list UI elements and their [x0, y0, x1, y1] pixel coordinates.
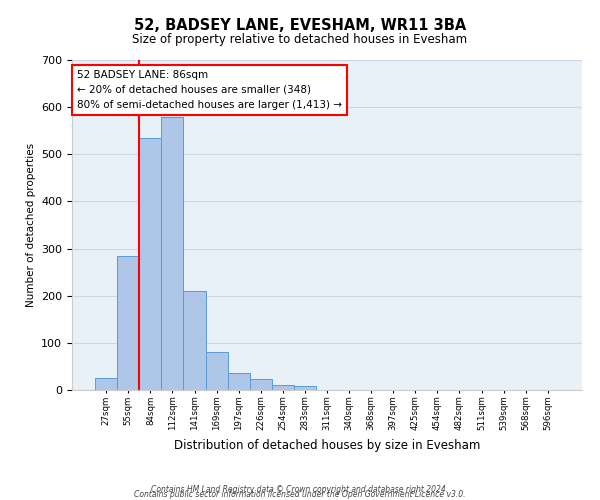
Bar	[139, 138, 161, 390]
Bar	[161, 116, 184, 390]
Bar	[272, 386, 294, 390]
Text: Contains public sector information licensed under the Open Government Licence v3: Contains public sector information licen…	[134, 490, 466, 499]
Text: 52, BADSEY LANE, EVESHAM, WR11 3BA: 52, BADSEY LANE, EVESHAM, WR11 3BA	[134, 18, 466, 32]
Bar	[227, 372, 250, 390]
Bar	[294, 386, 316, 390]
Text: Size of property relative to detached houses in Evesham: Size of property relative to detached ho…	[133, 32, 467, 46]
Bar	[117, 256, 139, 390]
Text: 52 BADSEY LANE: 86sqm
← 20% of detached houses are smaller (348)
80% of semi-det: 52 BADSEY LANE: 86sqm ← 20% of detached …	[77, 70, 342, 110]
Bar	[95, 378, 117, 390]
Bar	[250, 379, 272, 390]
Bar	[206, 352, 227, 390]
X-axis label: Distribution of detached houses by size in Evesham: Distribution of detached houses by size …	[174, 439, 480, 452]
Y-axis label: Number of detached properties: Number of detached properties	[26, 143, 35, 307]
Bar	[184, 291, 206, 390]
Text: Contains HM Land Registry data © Crown copyright and database right 2024.: Contains HM Land Registry data © Crown c…	[151, 484, 449, 494]
